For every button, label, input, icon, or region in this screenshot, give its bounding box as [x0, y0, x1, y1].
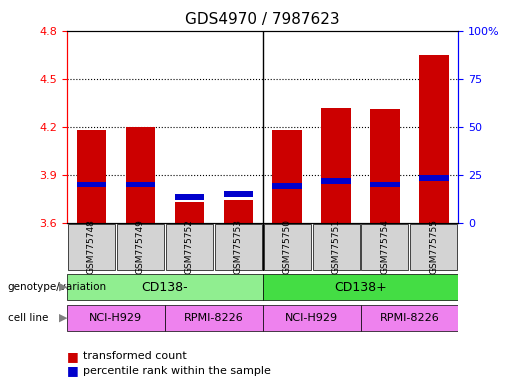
Bar [272, 130, 302, 223]
Bar [126, 127, 155, 223]
FancyBboxPatch shape [313, 223, 359, 270]
Text: GSM775754: GSM775754 [381, 219, 389, 274]
Bar [77, 130, 106, 223]
Text: ■: ■ [67, 350, 79, 363]
Text: GSM775749: GSM775749 [136, 219, 145, 274]
Text: GSM775748: GSM775748 [87, 219, 96, 274]
Bar [321, 108, 351, 223]
Text: percentile rank within the sample: percentile rank within the sample [83, 366, 271, 376]
FancyBboxPatch shape [264, 223, 311, 270]
Text: GSM775752: GSM775752 [185, 219, 194, 274]
Title: GDS4970 / 7987623: GDS4970 / 7987623 [185, 12, 340, 27]
FancyBboxPatch shape [67, 274, 263, 300]
Bar [175, 202, 204, 223]
Text: genotype/variation: genotype/variation [8, 282, 107, 292]
Text: GSM775751: GSM775751 [332, 219, 340, 274]
Text: NCI-H929: NCI-H929 [285, 313, 338, 323]
Text: CD138+: CD138+ [334, 281, 387, 293]
Bar [224, 191, 253, 197]
Text: transformed count: transformed count [83, 351, 187, 361]
Text: ■: ■ [67, 364, 79, 377]
Bar [224, 200, 253, 223]
Bar [77, 182, 106, 187]
FancyBboxPatch shape [68, 223, 115, 270]
Text: ▶: ▶ [59, 313, 68, 323]
Bar [175, 194, 204, 200]
Text: RPMI-8226: RPMI-8226 [184, 313, 244, 323]
FancyBboxPatch shape [166, 223, 213, 270]
Text: cell line: cell line [8, 313, 48, 323]
Text: NCI-H929: NCI-H929 [89, 313, 143, 323]
Bar [419, 55, 449, 223]
FancyBboxPatch shape [410, 223, 457, 270]
Bar [272, 183, 302, 189]
FancyBboxPatch shape [263, 274, 458, 300]
Bar [419, 175, 449, 181]
FancyBboxPatch shape [117, 223, 164, 270]
FancyBboxPatch shape [360, 305, 458, 331]
Bar [370, 182, 400, 187]
FancyBboxPatch shape [165, 305, 263, 331]
FancyBboxPatch shape [362, 223, 408, 270]
Text: ▶: ▶ [59, 282, 68, 292]
Bar [126, 182, 155, 187]
Text: CD138-: CD138- [142, 281, 188, 293]
Text: GSM775750: GSM775750 [283, 219, 291, 274]
Text: RPMI-8226: RPMI-8226 [380, 313, 439, 323]
Text: GSM775753: GSM775753 [234, 219, 243, 274]
FancyBboxPatch shape [263, 305, 360, 331]
Bar [321, 178, 351, 184]
Text: GSM775755: GSM775755 [430, 219, 438, 274]
FancyBboxPatch shape [67, 305, 165, 331]
FancyBboxPatch shape [215, 223, 262, 270]
Bar [370, 109, 400, 223]
